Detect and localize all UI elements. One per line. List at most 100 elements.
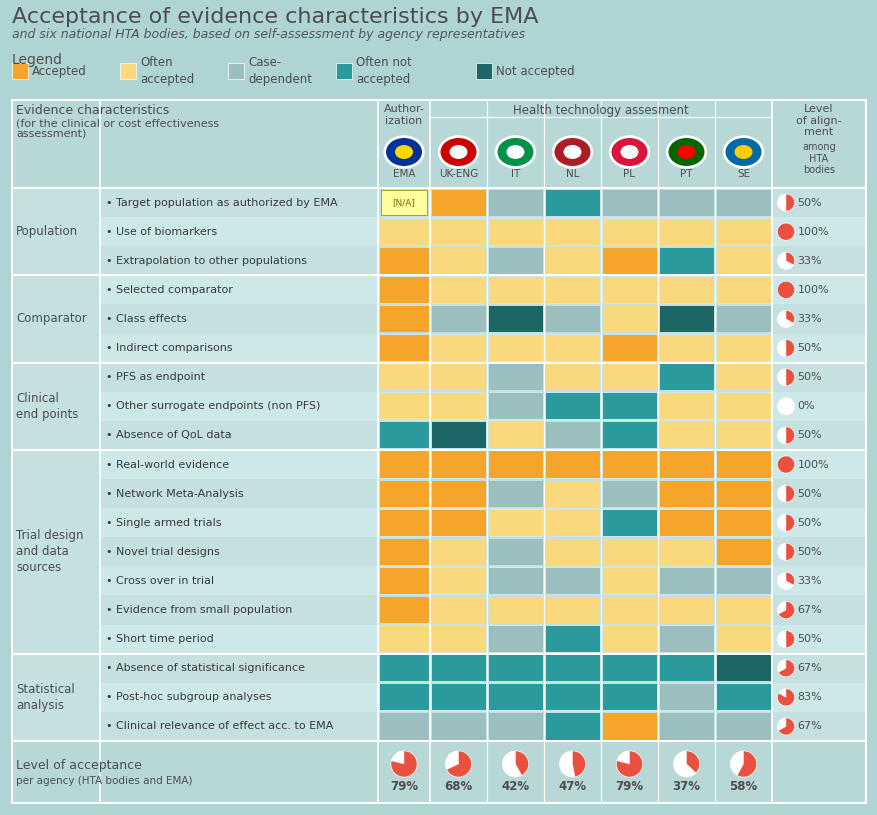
Text: • Single armed trials: • Single armed trials [106, 518, 222, 527]
Bar [488, 422, 543, 448]
Text: Evidence characteristics: Evidence characteristics [16, 104, 169, 117]
Bar [545, 539, 600, 565]
Bar [380, 248, 429, 274]
Bar [100, 479, 866, 509]
Bar [545, 568, 600, 594]
Bar [602, 539, 657, 565]
Bar [488, 393, 543, 420]
Bar [100, 624, 866, 654]
Text: Case-
dependent: Case- dependent [248, 56, 312, 86]
Text: • Clinical relevance of effect acc. to EMA: • Clinical relevance of effect acc. to E… [106, 721, 333, 731]
Bar [100, 566, 866, 596]
Bar [431, 481, 486, 507]
Bar [602, 481, 657, 507]
Ellipse shape [438, 136, 479, 168]
Wedge shape [778, 281, 795, 298]
Bar [431, 306, 486, 332]
Bar [488, 481, 543, 507]
Bar [100, 217, 866, 246]
Ellipse shape [386, 138, 422, 166]
Text: 100%: 100% [797, 460, 829, 469]
Ellipse shape [610, 136, 650, 168]
Bar [602, 509, 657, 535]
Bar [380, 277, 429, 303]
Text: 50%: 50% [797, 634, 822, 644]
Bar [545, 626, 600, 652]
Bar [431, 713, 486, 739]
Bar [100, 450, 866, 479]
Ellipse shape [725, 138, 761, 166]
Text: 33%: 33% [797, 314, 822, 324]
Wedge shape [778, 689, 795, 706]
Text: 37%: 37% [673, 780, 701, 793]
Text: 50%: 50% [797, 547, 822, 557]
Bar [602, 190, 657, 216]
Text: Accepted: Accepted [32, 64, 87, 77]
Circle shape [674, 751, 700, 777]
Ellipse shape [611, 138, 647, 166]
Bar [431, 393, 486, 420]
Wedge shape [779, 601, 795, 619]
Bar [431, 248, 486, 274]
Text: among
HTA
bodies: among HTA bodies [802, 142, 836, 175]
Text: • Post-hoc subgroup analyses: • Post-hoc subgroup analyses [106, 692, 272, 703]
Bar [488, 364, 543, 390]
Bar [545, 422, 600, 448]
Bar [100, 333, 866, 363]
Wedge shape [738, 751, 757, 777]
Circle shape [778, 340, 795, 357]
Bar [380, 452, 429, 478]
Bar [12, 100, 866, 803]
Bar [488, 248, 543, 274]
Bar [602, 277, 657, 303]
Text: 100%: 100% [797, 227, 829, 236]
Bar [545, 597, 600, 623]
Wedge shape [786, 572, 795, 585]
Bar [100, 537, 866, 566]
Text: • Evidence from small population: • Evidence from small population [106, 605, 292, 615]
Bar [660, 685, 714, 711]
Text: • Network Meta-Analysis: • Network Meta-Analysis [106, 489, 244, 499]
Bar [100, 596, 866, 624]
Bar [717, 364, 771, 390]
Ellipse shape [440, 138, 476, 166]
Bar [431, 190, 486, 216]
Bar [431, 509, 486, 535]
Text: Health technology assesment: Health technology assesment [513, 104, 688, 117]
Circle shape [778, 456, 795, 473]
Text: UK-ENG: UK-ENG [438, 169, 478, 179]
Bar [12, 100, 866, 803]
Text: Clinical
end points: Clinical end points [16, 392, 78, 421]
Circle shape [778, 718, 795, 735]
Bar [380, 218, 429, 244]
Ellipse shape [668, 138, 704, 166]
Bar [717, 539, 771, 565]
Bar [488, 277, 543, 303]
Bar [100, 246, 866, 275]
Text: 47%: 47% [559, 780, 587, 793]
Wedge shape [786, 485, 795, 502]
Bar [717, 655, 771, 681]
Bar [488, 568, 543, 594]
Bar [100, 363, 866, 392]
Wedge shape [687, 751, 700, 773]
Bar [602, 422, 657, 448]
Bar [12, 63, 28, 79]
Bar [545, 452, 600, 478]
Text: [N/A]: [N/A] [393, 198, 416, 207]
Bar [545, 481, 600, 507]
Wedge shape [786, 544, 795, 561]
Bar [431, 655, 486, 681]
Text: Not accepted: Not accepted [496, 64, 574, 77]
Text: IT: IT [511, 169, 520, 179]
Text: 67%: 67% [797, 663, 823, 673]
Circle shape [391, 751, 417, 777]
Bar [476, 63, 492, 79]
Wedge shape [617, 751, 643, 777]
Bar [660, 626, 714, 652]
Circle shape [778, 311, 795, 328]
Text: 50%: 50% [797, 343, 822, 353]
Bar [100, 683, 866, 711]
Text: 79%: 79% [390, 780, 418, 793]
Bar [381, 190, 427, 215]
